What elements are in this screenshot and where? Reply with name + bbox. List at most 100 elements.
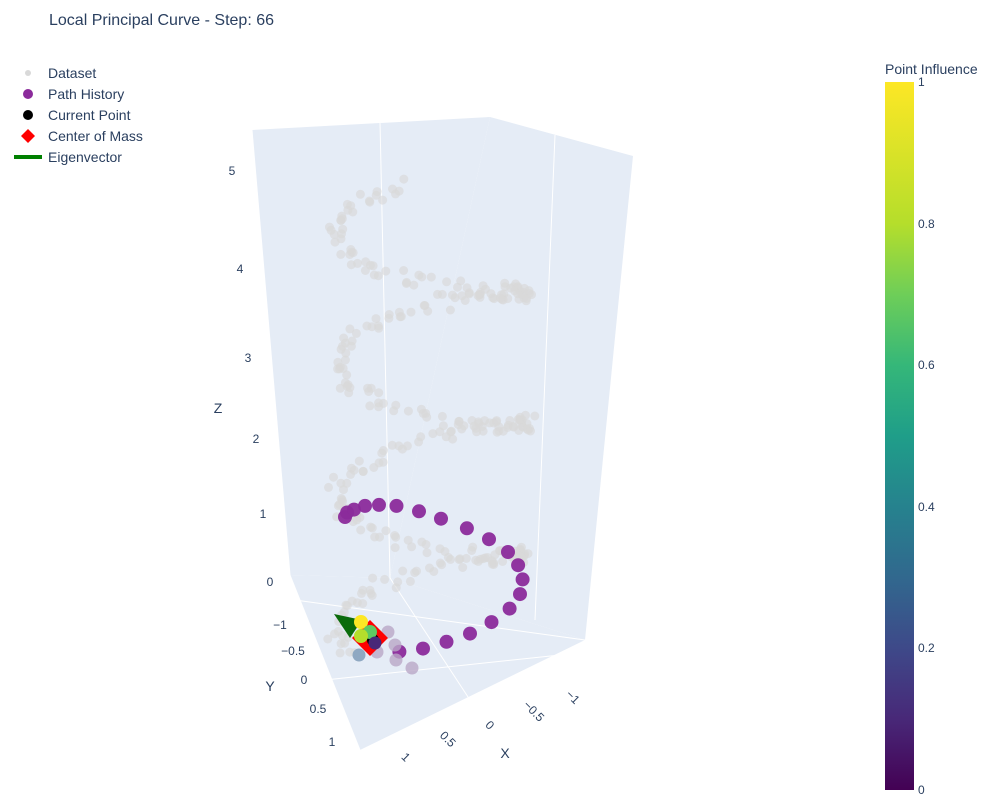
dataset-point <box>426 272 436 282</box>
dataset-point <box>384 313 394 323</box>
dataset-point <box>407 542 417 552</box>
dataset-point <box>365 401 375 411</box>
dataset-point <box>438 421 448 431</box>
dataset-point <box>435 544 445 554</box>
legend[interactable]: Dataset Path History Current Point Cente… <box>14 65 143 165</box>
legend-item-center-of-mass[interactable]: Center of Mass <box>21 128 143 144</box>
dataset-point <box>357 588 366 598</box>
dataset-point <box>342 370 352 380</box>
legend-item-path-history[interactable]: Path History <box>23 86 124 102</box>
dataset-point <box>410 568 420 578</box>
path-history-point <box>511 558 526 573</box>
dataset-point <box>367 523 377 533</box>
dataset-point <box>390 531 400 540</box>
y-axis-title: Y <box>265 678 275 694</box>
dataset-point <box>450 293 460 303</box>
colorbar-tick: 0.8 <box>918 217 935 231</box>
dataset-point <box>340 378 350 388</box>
dataset-point <box>346 245 356 254</box>
grid-line <box>534 134 556 621</box>
dataset-point <box>398 566 408 576</box>
dataset-point <box>374 323 384 333</box>
dataset-point <box>414 270 424 280</box>
dataset-point <box>348 207 358 217</box>
center-of-mass-legend-symbol <box>21 129 35 143</box>
z-tick-label: 1 <box>260 507 267 521</box>
path-history-point <box>358 498 372 513</box>
dataset-point <box>418 408 428 418</box>
dataset-point <box>481 284 490 294</box>
dataset-point <box>363 383 373 393</box>
dataset-point <box>361 257 371 267</box>
grid-line <box>389 577 471 701</box>
y-axis: −1 −0.5 0 0.5 1 Y <box>265 618 335 749</box>
dataset-point <box>453 282 462 292</box>
dataset-point <box>419 301 429 310</box>
dataset-point <box>429 567 439 576</box>
dataset-point <box>446 554 455 564</box>
dataset-point <box>483 553 493 562</box>
dataset-point <box>368 573 378 583</box>
dataset-point <box>378 446 388 455</box>
colorbar-tick: 1 <box>918 75 925 89</box>
dataset-point <box>380 574 390 584</box>
dataset-point <box>354 456 364 466</box>
grid-line <box>251 129 291 576</box>
dataset-point <box>346 260 356 270</box>
dataset-point <box>405 576 415 586</box>
dataset-point <box>409 280 419 290</box>
dataset-point <box>442 277 452 287</box>
dataset-point <box>473 291 483 301</box>
neighbor-point <box>352 648 366 662</box>
dataset-point <box>358 599 368 608</box>
dataset-point <box>349 465 359 475</box>
x-tick-label: −0.5 <box>520 698 547 725</box>
colorbar-gradient <box>885 82 914 790</box>
dataset-point <box>428 429 438 439</box>
dataset-point <box>462 283 472 293</box>
dataset-point <box>485 418 495 428</box>
dataset-point <box>446 427 456 437</box>
y-tick-label: 0 <box>301 673 308 687</box>
dataset-point <box>496 293 505 303</box>
x-tick-label: 0 <box>483 718 498 733</box>
path-history-points <box>338 497 530 659</box>
dataset-point <box>505 416 515 425</box>
z-tick-label: 2 <box>253 432 260 446</box>
dataset-point <box>461 553 471 563</box>
dataset-point <box>336 639 346 649</box>
legend-item-current-point[interactable]: Current Point <box>23 107 131 123</box>
dataset-point <box>374 398 383 408</box>
dataset-point <box>339 333 349 343</box>
legend-label: Dataset <box>48 65 96 81</box>
current-point-legend-symbol <box>23 110 33 120</box>
dataset-point <box>333 626 343 636</box>
y-tick-label: −0.5 <box>281 644 305 658</box>
neighbor-point <box>368 636 382 650</box>
path-history-legend-symbol <box>23 89 33 99</box>
path-history-point <box>416 641 430 656</box>
y-tick-label: 1 <box>329 735 336 749</box>
dataset-point <box>491 417 501 427</box>
dataset-point <box>522 424 532 434</box>
dataset-point <box>437 411 447 421</box>
path-history-point <box>501 545 515 559</box>
chart-title: Local Principal Curve - Step: 66 <box>49 12 274 29</box>
grid-line <box>289 574 361 751</box>
z-axis-title: Z <box>214 400 223 416</box>
legend-item-eigenvector[interactable]: Eigenvector <box>14 149 122 165</box>
dataset-point <box>417 537 427 547</box>
dataset-point <box>372 187 382 197</box>
y-tick-label: 0.5 <box>310 702 327 716</box>
z-tick-label: 3 <box>245 351 252 365</box>
legend-item-dataset[interactable]: Dataset <box>25 65 96 81</box>
x-axis-title: X <box>500 745 510 761</box>
dataset-point <box>336 249 346 259</box>
legend-label: Path History <box>48 86 124 102</box>
dataset-point <box>396 312 406 322</box>
dataset-point <box>345 647 355 657</box>
dataset-point <box>340 355 350 365</box>
dataset-point <box>356 525 366 535</box>
dataset-legend-symbol <box>25 70 31 76</box>
dataset-point <box>478 426 488 436</box>
